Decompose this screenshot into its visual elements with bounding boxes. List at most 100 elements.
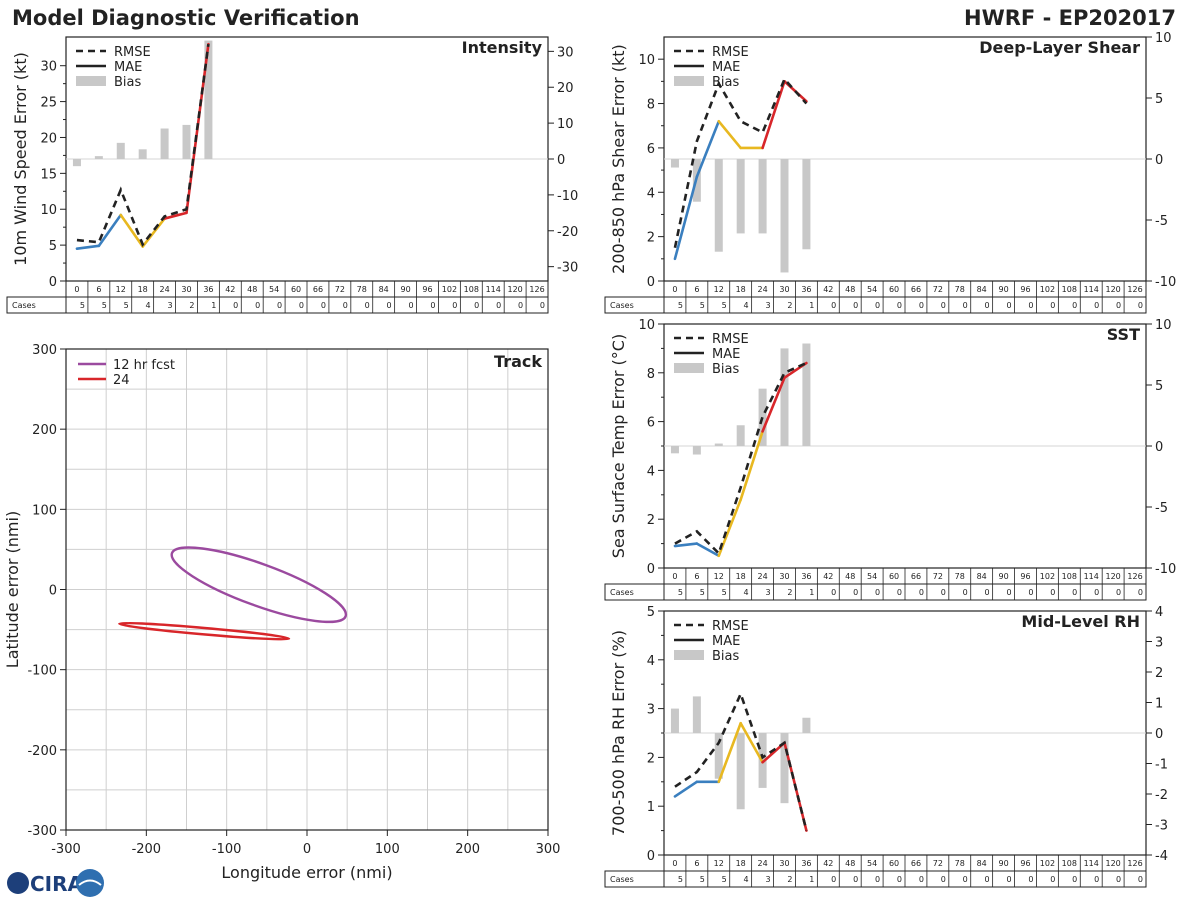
- hour-label: 72: [933, 572, 943, 581]
- hour-label: 66: [313, 285, 323, 294]
- case-count: 0: [1072, 301, 1077, 310]
- bias-tick-label: 4: [1155, 605, 1163, 620]
- case-count: 3: [765, 875, 770, 884]
- rmse-line: [76, 44, 210, 247]
- bias-bar: [780, 159, 789, 273]
- model-storm-id: HWRF - EP202017: [964, 6, 1176, 30]
- hour-label: 108: [1062, 572, 1077, 581]
- case-count: 5: [678, 588, 683, 597]
- mae-line-segment: [695, 119, 721, 179]
- hour-label: 30: [779, 572, 789, 581]
- case-count: 0: [365, 301, 370, 310]
- legend-bias-swatch: [674, 363, 704, 373]
- case-count: 0: [919, 588, 924, 597]
- y-tick-label: 30: [40, 60, 57, 75]
- case-count: 0: [1138, 588, 1143, 597]
- hour-label: 54: [269, 285, 279, 294]
- bias-bar: [692, 446, 701, 455]
- bias-tick-label: -1: [1155, 758, 1168, 773]
- y-tick-label: 5: [49, 239, 57, 254]
- panel-title: Track: [494, 352, 542, 371]
- case-count: 2: [787, 588, 792, 597]
- case-count: 0: [963, 875, 968, 884]
- hour-label: 60: [889, 285, 899, 294]
- hour-label: 0: [672, 859, 677, 868]
- panel-track: -300 -300 -200 -200 -100 -100 0 0 100 100 200 200 30…: [3, 343, 560, 882]
- y-tick-label: 200: [32, 423, 57, 438]
- hour-label: 60: [889, 859, 899, 868]
- y-tick-label: 1: [647, 800, 655, 815]
- y-tick-label: 20: [40, 131, 57, 146]
- hour-label: 84: [977, 572, 987, 581]
- hour-label: 126: [529, 285, 544, 294]
- bias-tick-label: -5: [1155, 501, 1168, 516]
- charts-layer: 051015202530-30-20-100102030IntensityRMS…: [3, 31, 1176, 888]
- case-count: 0: [985, 301, 990, 310]
- y-tick-label: 5: [647, 605, 655, 620]
- hour-label: 78: [955, 859, 965, 868]
- case-count: 0: [919, 875, 924, 884]
- y-tick-label: 8: [647, 98, 655, 113]
- bias-bar: [182, 124, 191, 159]
- y-tick-label: 10: [40, 203, 57, 218]
- case-count: 0: [897, 588, 902, 597]
- cases-row: [604, 296, 1147, 314]
- hour-label: 54: [867, 572, 877, 581]
- x-tick-label: -200: [132, 842, 162, 857]
- cases-label: Cases: [610, 301, 634, 310]
- cases-label: Cases: [610, 875, 634, 884]
- hour-label: 114: [1084, 285, 1099, 294]
- hour-label: 24: [159, 285, 169, 294]
- case-count: 0: [452, 301, 457, 310]
- y-tick-label: 4: [647, 654, 655, 669]
- hour-label: 114: [486, 285, 501, 294]
- case-count: 0: [408, 301, 413, 310]
- y-tick-label: 2: [647, 231, 655, 246]
- bias-bar: [802, 159, 811, 250]
- bias-bar: [802, 343, 811, 446]
- case-count: 4: [744, 588, 749, 597]
- y-tick-label: -200: [27, 744, 57, 759]
- mae-line-segment: [75, 244, 101, 251]
- hour-label: 96: [1020, 572, 1030, 581]
- cira-logo: CIRA: [7, 869, 104, 897]
- logo-emblem-icon: [76, 869, 104, 897]
- y-tick-label: 8: [647, 367, 655, 382]
- case-count: 0: [831, 588, 836, 597]
- track-ellipse: [118, 621, 291, 641]
- hour-label: 108: [464, 285, 479, 294]
- bias-bar: [116, 142, 125, 159]
- legend-track-label: 12 hr fcst: [113, 358, 175, 373]
- hour-label: 96: [422, 285, 432, 294]
- case-count: 5: [124, 301, 129, 310]
- hour-label: 36: [801, 285, 811, 294]
- hour-label: 96: [1020, 285, 1030, 294]
- case-count: 3: [167, 301, 172, 310]
- case-count: 0: [963, 588, 968, 597]
- legend-bias-label: Bias: [114, 75, 141, 90]
- case-count: 5: [700, 875, 705, 884]
- bias-tick-label: -30: [557, 261, 578, 276]
- y-tick-label: 0: [647, 562, 655, 577]
- legend-bias-label: Bias: [712, 362, 739, 377]
- case-count: 5: [102, 301, 107, 310]
- hour-label: 6: [694, 859, 699, 868]
- case-count: 0: [853, 875, 858, 884]
- hour-label: 120: [1105, 859, 1120, 868]
- hour-label: 120: [1105, 572, 1120, 581]
- hour-label: 114: [1084, 859, 1099, 868]
- case-count: 0: [1072, 588, 1077, 597]
- y-axis-label: Sea Surface Temp Error (°C): [609, 334, 628, 558]
- hour-label: 36: [801, 859, 811, 868]
- case-count: 5: [722, 588, 727, 597]
- rmse-line: [674, 690, 808, 831]
- cases-label: Cases: [12, 301, 36, 310]
- bias-bar: [802, 717, 811, 733]
- hour-label: 84: [977, 859, 987, 868]
- case-count: 0: [430, 301, 435, 310]
- y-tick-label: 0: [647, 275, 655, 290]
- y-axis-label: 200-850 hPa Shear Error (kt): [609, 44, 628, 274]
- bias-bar: [714, 443, 723, 446]
